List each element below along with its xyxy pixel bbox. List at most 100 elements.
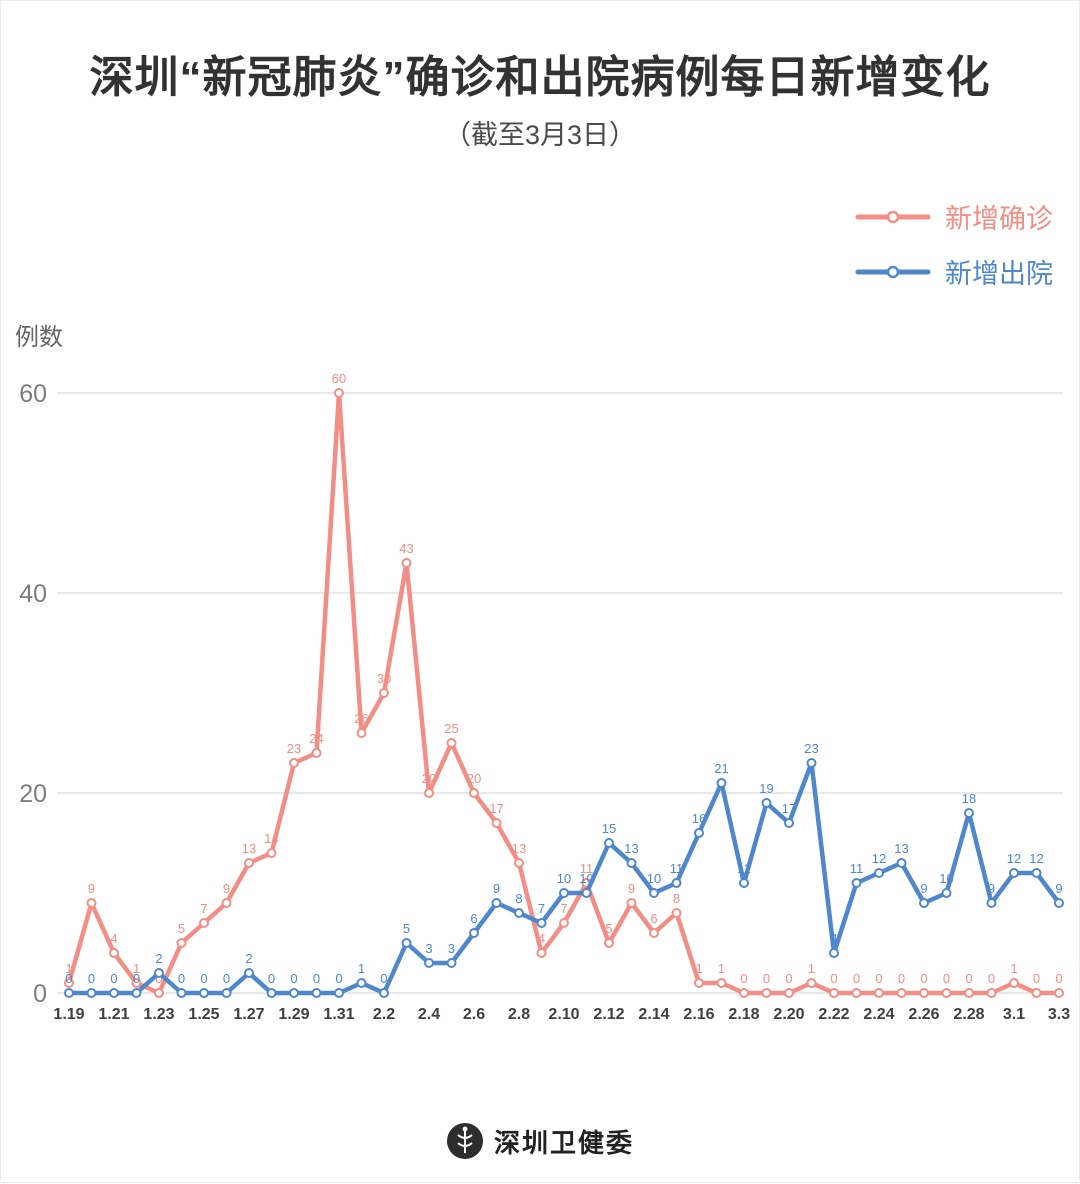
discharged-marker — [649, 888, 659, 898]
confirmed-value-label: 43 — [399, 541, 413, 556]
discharged-legend-label: 新增出院 — [945, 259, 1053, 289]
discharged-value-label: 11 — [850, 861, 864, 876]
discharged-value-label: 11 — [670, 861, 684, 876]
confirmed-marker — [131, 978, 142, 988]
confirmed-value-label: 0 — [965, 971, 972, 986]
discharged-value-label: 2 — [245, 951, 252, 966]
discharged-value-label: 18 — [962, 791, 976, 806]
discharged-value-label: 13 — [894, 841, 908, 856]
discharged-value-label: 9 — [920, 881, 927, 896]
confirmed-value-label: 0 — [875, 971, 882, 986]
discharged-marker — [716, 778, 727, 788]
confirmed-marker — [604, 938, 614, 948]
discharged-marker — [86, 988, 97, 998]
confirmed-marker — [806, 978, 817, 988]
discharged-marker — [401, 938, 412, 948]
confirmed-value-label: 9 — [628, 881, 635, 896]
confirmed-marker — [941, 988, 952, 998]
confirmed-value-label: 5 — [605, 921, 612, 936]
discharged-value-label: 0 — [335, 971, 342, 986]
confirmed-value-label: 14 — [264, 831, 278, 846]
discharged-value-label: 6 — [470, 911, 477, 926]
discharged-marker — [986, 898, 997, 908]
discharged-marker — [581, 888, 592, 898]
confirmed-legend-marker — [886, 210, 900, 223]
confirmed-value-label: 7 — [560, 901, 567, 916]
confirmed-value-label: 26 — [354, 711, 368, 726]
confirmed-marker — [536, 948, 547, 958]
confirmed-value-label: 17 — [489, 801, 503, 816]
confirmed-value-label: 1 — [808, 961, 815, 976]
confirmed-marker — [154, 988, 164, 998]
discharged-legend-marker — [886, 265, 900, 278]
discharged-marker — [469, 928, 479, 938]
confirmed-marker — [874, 988, 884, 998]
confirmed-value-label: 0 — [1055, 971, 1062, 986]
confirmed-value-label: 0 — [155, 971, 162, 986]
discharged-marker — [694, 828, 704, 838]
confirmed-value-label: 30 — [377, 671, 391, 686]
discharged-marker — [896, 858, 907, 868]
discharged-marker — [379, 988, 389, 998]
discharged-value-label: 10 — [579, 871, 593, 886]
confirmed-marker — [334, 388, 344, 398]
discharged-value-label: 1 — [358, 961, 365, 976]
discharged-marker — [424, 958, 434, 968]
x-tick-label: 2.14 — [638, 1006, 669, 1023]
confirmed-value-label: 0 — [988, 971, 995, 986]
discharged-marker — [559, 888, 569, 898]
confirmed-marker — [761, 988, 772, 998]
confirmed-legend-label: 新增确诊 — [945, 204, 1053, 234]
x-tick-label: 2.26 — [908, 1006, 939, 1023]
confirmed-marker — [356, 728, 367, 738]
discharged-value-label: 12 — [1029, 851, 1043, 866]
confirmed-value-label: 0 — [1033, 971, 1040, 986]
confirmed-value-label: 4 — [110, 931, 117, 946]
discharged-value-label: 0 — [223, 971, 230, 986]
discharged-value-label: 9 — [493, 881, 500, 896]
discharged-marker — [536, 918, 547, 928]
discharged-marker — [154, 968, 164, 978]
discharged-marker — [221, 988, 232, 998]
discharged-value-label: 0 — [313, 971, 320, 986]
confirmed-marker — [716, 978, 727, 988]
discharged-marker — [851, 878, 862, 888]
confirmed-value-label: 6 — [650, 911, 657, 926]
legend-item-discharged: 新增出院 — [855, 252, 1053, 291]
discharged-marker — [964, 808, 974, 818]
confirmed-value-label: 8 — [673, 891, 680, 906]
confirmed-marker — [289, 758, 299, 768]
discharged-value-label: 15 — [602, 821, 616, 836]
discharged-marker — [604, 838, 614, 848]
y-tick-label: 0 — [33, 980, 47, 1008]
confirmed-value-label: 0 — [785, 971, 792, 986]
confirmed-marker — [964, 988, 974, 998]
x-tick-label: 2.2 — [373, 1006, 395, 1023]
x-tick-label: 2.4 — [418, 1006, 440, 1023]
discharged-value-label: 3 — [448, 941, 455, 956]
discharged-marker — [491, 898, 502, 908]
discharged-value-label: 0 — [380, 971, 387, 986]
confirmed-value-label: 9 — [223, 881, 230, 896]
discharged-marker — [356, 978, 367, 988]
x-tick-label: 3.3 — [1048, 1006, 1070, 1023]
confirmed-marker — [514, 858, 524, 868]
confirmed-value-label: 20 — [467, 771, 481, 786]
chart-title: 深圳“新冠肺炎”确诊和出院病例每日新增变化 — [89, 53, 991, 102]
confirmed-value-label: 0 — [740, 971, 747, 986]
confirmed-value-label: 11 — [580, 861, 594, 876]
confirmed-value-label: 1 — [1010, 961, 1017, 976]
confirmed-value-label: 1 — [718, 961, 725, 976]
x-tick-label: 3.1 — [1003, 1006, 1025, 1023]
confirmed-marker — [311, 748, 322, 758]
x-tick-label: 1.29 — [278, 1006, 309, 1023]
discharged-marker — [784, 818, 794, 828]
discharged-marker — [109, 988, 119, 998]
x-tick-label: 2.8 — [508, 1006, 530, 1023]
discharged-marker — [941, 888, 952, 898]
discharged-marker — [626, 858, 637, 868]
discharged-marker — [761, 798, 772, 808]
x-tick-label: 1.19 — [53, 1006, 84, 1023]
confirmed-legend-swatch — [855, 210, 931, 223]
